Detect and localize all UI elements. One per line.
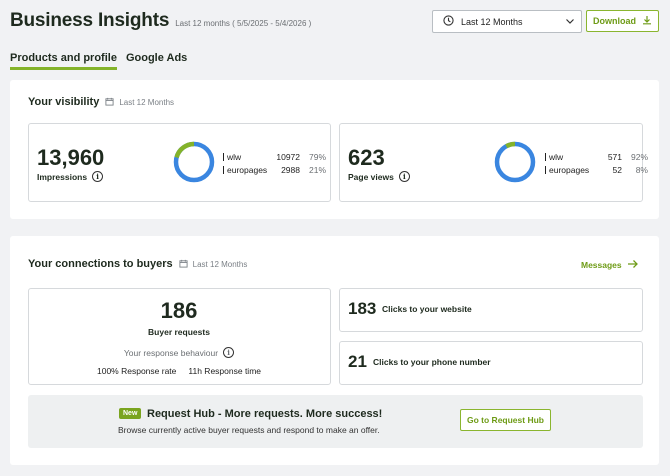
- request-hub-banner: New Request Hub - More requests. More su…: [28, 395, 643, 448]
- chevron-down-icon: [565, 16, 575, 28]
- visibility-title: Your visibility Last 12 Months: [28, 96, 174, 108]
- buyer-requests-label: Buyer requests: [148, 327, 210, 337]
- arrow-right-icon: [627, 259, 639, 271]
- pageviews-donut-europages-segment: [505, 141, 516, 149]
- download-icon: [642, 15, 652, 27]
- page-header: Business Insights Last 12 months ( 5/5/2…: [10, 10, 311, 36]
- legend-name: europages: [545, 165, 597, 175]
- messages-link-label: Messages: [581, 260, 622, 270]
- phone-clicks-label: Clicks to your phone number: [373, 357, 491, 367]
- tab-google-ads[interactable]: Google Ads: [125, 52, 188, 64]
- pageviews-box: [339, 123, 643, 202]
- impressions-box: [28, 123, 331, 202]
- messages-link[interactable]: Messages: [581, 259, 639, 271]
- response-behaviour: Your response behaviour i: [28, 347, 330, 358]
- page-subtitle: Last 12 months ( 5/5/2025 - 5/4/2026 ): [175, 19, 312, 28]
- go-to-request-hub-button[interactable]: Go to Request Hub: [460, 409, 551, 431]
- website-clicks-label: Clicks to your website: [382, 304, 472, 314]
- impressions-value: 13,960: [37, 145, 105, 170]
- legend-pct: 21%: [308, 164, 326, 175]
- legend-pct: 79%: [308, 151, 326, 162]
- info-icon[interactable]: i: [223, 347, 235, 358]
- legend-count: 52: [612, 164, 622, 175]
- response-time: 11h Response time: [188, 366, 261, 376]
- legend-row: wlw 10972 79%: [223, 150, 326, 163]
- calendar-icon: [105, 97, 114, 108]
- period-select[interactable]: Last 12 Months: [432, 10, 582, 33]
- impressions-donut-europages-segment: [174, 141, 195, 159]
- legend-pct: 8%: [635, 164, 648, 175]
- legend-row: europages 2988 21%: [223, 163, 326, 176]
- pageviews-legend: wlw 571 92% europages 52 8%: [545, 150, 648, 176]
- legend-row: wlw 571 92%: [545, 150, 648, 163]
- pageviews-donut: [494, 141, 536, 183]
- info-icon[interactable]: i: [92, 171, 104, 182]
- legend-pct: 92%: [630, 151, 648, 162]
- impressions-label: Impressions i: [37, 171, 104, 182]
- connections-title: Your connections to buyers Last 12 Month…: [28, 258, 247, 270]
- pageviews-label: Page views i: [348, 171, 410, 182]
- impressions-donut: [173, 141, 215, 183]
- connections-period-text: Last 12 Months: [192, 259, 248, 269]
- pageviews-label-text: Page views: [348, 171, 394, 182]
- response-rates: 100% Response rate 11h Response time: [28, 366, 330, 376]
- legend-name: wlw: [545, 152, 597, 162]
- connections-title-text: Your connections to buyers: [28, 258, 173, 270]
- download-button-label: Download: [593, 16, 636, 26]
- phone-clicks-value: 21: [348, 352, 367, 371]
- calendar-icon: [179, 259, 188, 270]
- website-clicks-box: [339, 288, 643, 332]
- response-rate: 100% Response rate: [97, 366, 177, 376]
- period-select-label: Last 12 Months: [461, 16, 523, 27]
- visibility-title-text: Your visibility: [28, 96, 100, 108]
- impressions-legend: wlw 10972 79% europages 2988 21%: [223, 150, 326, 176]
- page-title: Business Insights: [10, 10, 170, 31]
- tab-bar: Products and profile Google Ads: [10, 52, 187, 70]
- buyer-requests-box: [28, 288, 331, 385]
- download-button[interactable]: Download: [586, 10, 659, 32]
- legend-count: 2988: [281, 164, 300, 175]
- legend-name: wlw: [223, 152, 275, 162]
- visibility-period: Last 12 Months: [105, 97, 174, 108]
- visibility-period-text: Last 12 Months: [119, 97, 175, 107]
- response-behaviour-label: Your response behaviour: [123, 347, 219, 358]
- pageviews-value: 623: [348, 145, 385, 170]
- legend-name: europages: [223, 165, 275, 175]
- buyer-requests-value: 186: [160, 298, 198, 323]
- new-badge: New: [119, 408, 142, 419]
- clock-icon: [443, 15, 454, 28]
- phone-clicks-box: [339, 341, 643, 385]
- request-hub-text: Browse currently active buyer requests a…: [118, 425, 380, 435]
- legend-row: europages 52 8%: [545, 163, 648, 176]
- legend-count: 10972: [276, 151, 300, 162]
- info-icon[interactable]: i: [398, 171, 410, 182]
- request-hub-title: Request Hub - More requests. More succes…: [147, 408, 383, 420]
- impressions-label-text: Impressions: [37, 171, 88, 182]
- connections-period: Last 12 Months: [179, 259, 248, 270]
- legend-count: 571: [607, 151, 622, 162]
- website-clicks-value: 183: [348, 299, 377, 318]
- tab-products-and-profile[interactable]: Products and profile: [10, 52, 117, 70]
